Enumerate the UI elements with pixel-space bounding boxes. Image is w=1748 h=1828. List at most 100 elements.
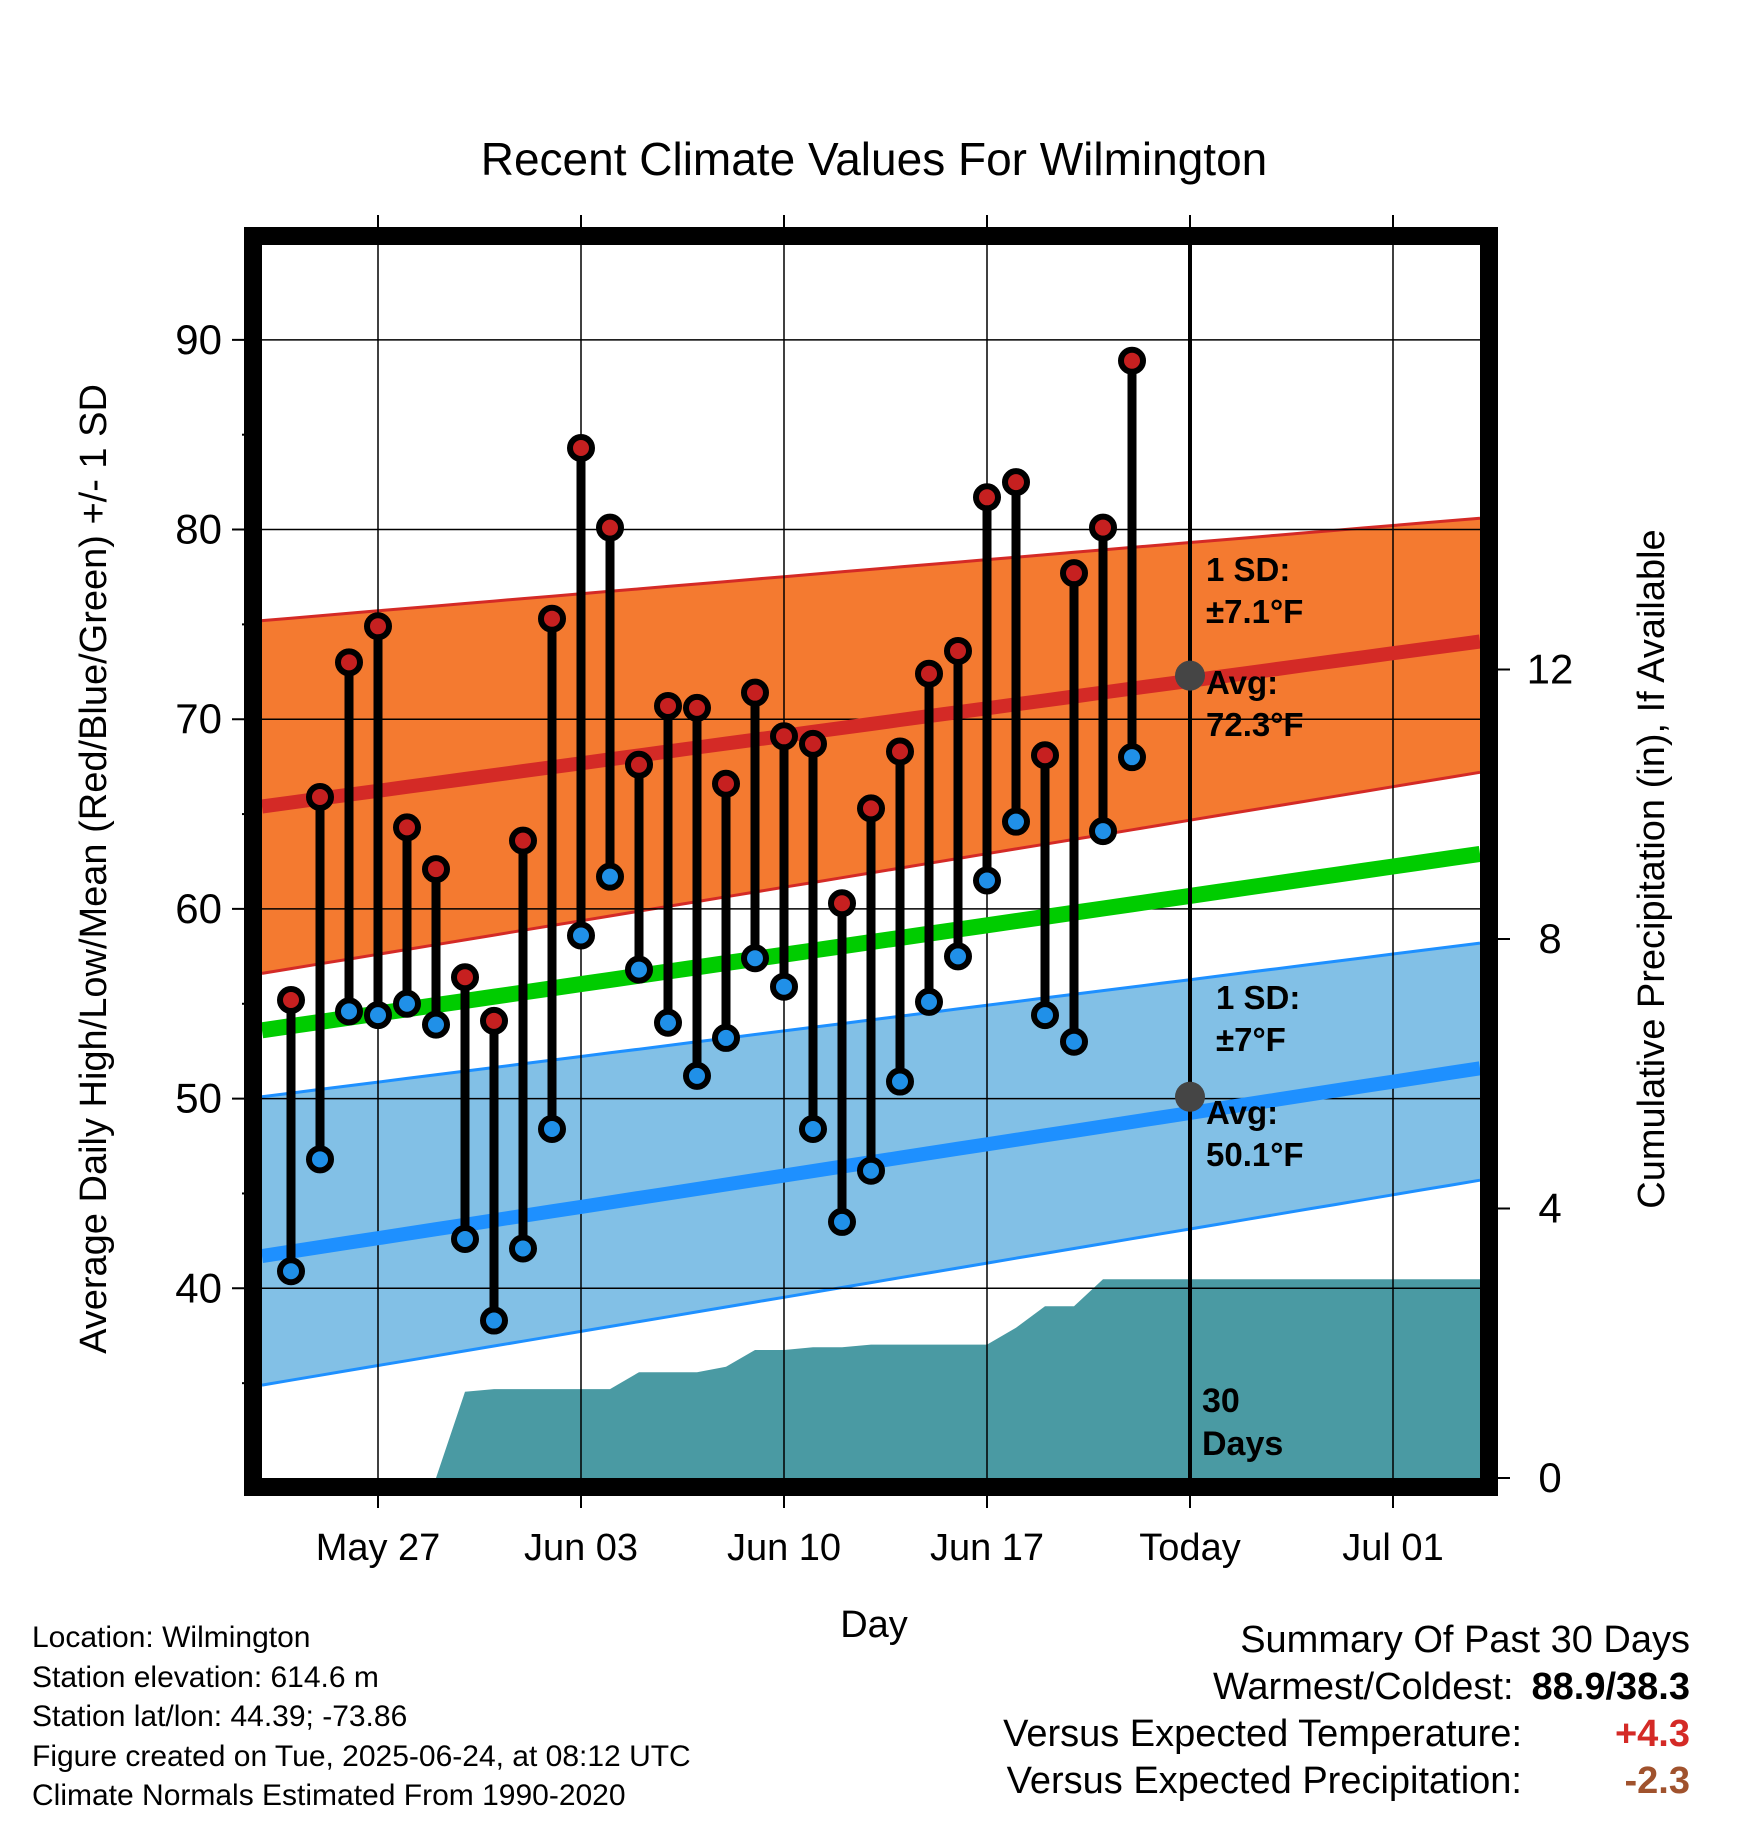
- avg-markers: [1175, 660, 1205, 1112]
- station-metadata: Location: Wilmington Station elevation: …: [32, 1618, 691, 1816]
- daily-high-point: [393, 813, 421, 842]
- high-avg-line: [261, 634, 1481, 814]
- today-low-avg-marker: [1175, 1081, 1205, 1112]
- y-axis-label: Average Daily High/Low/Mean (Red/Blue/Gr…: [73, 384, 115, 1354]
- daily-low-point: [538, 1114, 566, 1143]
- daily-values: [277, 346, 1146, 1335]
- daily-low-point: [1089, 817, 1117, 846]
- precip-departure-row: Versus Expected Precipitation: -2.3: [1003, 1758, 1690, 1805]
- today-high-avg-marker: [1175, 660, 1205, 691]
- latlon-text: Station lat/lon: 44.39; -73.86: [32, 1700, 408, 1733]
- summary-panel: Summary Of Past 30 Days Warmest/Coldest:…: [1003, 1617, 1690, 1805]
- daily-high-point: [741, 678, 769, 707]
- daily-high-point: [654, 691, 682, 720]
- daily-low-point: [306, 1145, 334, 1174]
- created-text: Figure created on Tue, 2025-06-24, at 08…: [32, 1739, 691, 1773]
- y-tick-label: 50: [175, 1075, 222, 1122]
- daily-low-point: [1002, 807, 1030, 836]
- precip-period-number: 30: [1202, 1382, 1240, 1420]
- low-sd-label: 1 SD:: [1216, 979, 1300, 1016]
- temp-departure-label: Versus Expected Temperature:: [1003, 1713, 1522, 1755]
- daily-high-point: [538, 604, 566, 633]
- daily-high-point: [625, 750, 653, 779]
- x-tick-label: Today: [1139, 1527, 1240, 1569]
- location-text: Location: Wilmington: [32, 1621, 311, 1654]
- daily-low-point: [654, 1008, 682, 1037]
- x-tick-label: May 27: [316, 1527, 441, 1569]
- daily-high-point: [596, 513, 624, 542]
- annotations: 1 SD: ±7.1°F Avg: 72.3°F 1 SD: ±7°F Avg: 50.1°F…: [1202, 551, 1304, 1463]
- high-sd-upper-edge: [261, 516, 1481, 623]
- daily-low-point: [886, 1067, 914, 1096]
- daily-low-point: [828, 1207, 856, 1236]
- temp-departure-value: +4.3: [1614, 1713, 1690, 1755]
- low-sd-lower-edge: [261, 1178, 1481, 1387]
- daily-high-point: [886, 737, 914, 766]
- daily-low-point: [277, 1257, 305, 1286]
- daily-high-point: [857, 794, 885, 823]
- daily-high-point: [277, 985, 305, 1014]
- daily-low-point: [944, 942, 972, 971]
- daily-high-point: [1002, 468, 1030, 497]
- x-axis-label: Day: [840, 1604, 908, 1646]
- low-sd-value: ±7°F: [1216, 1021, 1286, 1058]
- daily-low-point: [915, 987, 943, 1016]
- elevation-text: Station elevation: 614.6 m: [32, 1660, 379, 1694]
- daily-low-point: [1118, 743, 1146, 772]
- axes: 40 50 60 70 80 90 0 4 8 12 May 27 Jun 03 Jun 10 Jun 1…: [175, 215, 1573, 1569]
- y2-tick-label: 12: [1527, 645, 1574, 692]
- daily-low-point: [741, 944, 769, 973]
- daily-low-point: [973, 866, 1001, 895]
- chart-title: Recent Climate Values For Wilmington: [481, 133, 1268, 185]
- daily-high-point: [915, 659, 943, 688]
- y-tick-label: 80: [175, 506, 222, 553]
- y-tick-label: 90: [175, 316, 222, 363]
- precip-period-unit: Days: [1202, 1425, 1283, 1463]
- daily-high-point: [422, 855, 450, 884]
- daily-low-point: [712, 1023, 740, 1052]
- daily-high-point: [1089, 513, 1117, 542]
- daily-low-point: [857, 1156, 885, 1185]
- summary-title: Summary Of Past 30 Days: [1240, 1619, 1690, 1661]
- normals-text: Climate Normals Estimated From 1990-2020: [32, 1779, 626, 1812]
- daily-high-point: [509, 826, 537, 855]
- y2-tick-label: 0: [1538, 1454, 1561, 1501]
- x-tick-label: Jun 03: [524, 1527, 638, 1569]
- high-avg-value: 72.3°F: [1206, 706, 1304, 743]
- daily-low-point: [480, 1306, 508, 1335]
- daily-high-point: [335, 648, 363, 677]
- daily-low-point: [364, 1001, 392, 1030]
- low-avg-label: Avg:: [1206, 1094, 1278, 1131]
- high-sd-value: ±7.1°F: [1206, 593, 1303, 630]
- daily-low-point: [335, 997, 363, 1026]
- y-tick-label: 70: [175, 695, 222, 742]
- precip-departure-value: -2.3: [1624, 1760, 1690, 1802]
- precipitation-layer: [436, 1279, 1480, 1478]
- x-tick-label: Jun 10: [727, 1527, 841, 1569]
- daily-high-point: [1118, 346, 1146, 375]
- warmest-coldest-row: Warmest/Coldest: 88.9/38.3: [1003, 1664, 1690, 1711]
- daily-low-point: [567, 921, 595, 950]
- daily-high-point: [944, 636, 972, 665]
- precip-departure-label: Versus Expected Precipitation:: [1006, 1760, 1522, 1802]
- daily-high-point: [973, 483, 1001, 512]
- daily-low-point: [596, 862, 624, 891]
- temp-departure-row: Versus Expected Temperature: +4.3: [1003, 1711, 1690, 1758]
- daily-high-point: [451, 963, 479, 992]
- x-tick-label: Jul 01: [1342, 1527, 1443, 1569]
- daily-low-point: [422, 1010, 450, 1039]
- daily-low-point: [1031, 1001, 1059, 1030]
- daily-high-point: [306, 783, 334, 812]
- daily-high-point: [480, 1006, 508, 1035]
- daily-low-point: [625, 955, 653, 984]
- daily-high-point: [1060, 559, 1088, 588]
- y2-tick-label: 8: [1538, 915, 1561, 962]
- daily-low-point: [1060, 1027, 1088, 1056]
- high-sd-band: [262, 518, 1480, 974]
- y-tick-label: 60: [175, 885, 222, 932]
- daily-high-point: [567, 433, 595, 462]
- daily-low-point: [770, 972, 798, 1001]
- high-avg-label: Avg:: [1206, 664, 1278, 701]
- warmest-coldest-label: Warmest/Coldest:: [1212, 1666, 1514, 1708]
- daily-high-point: [683, 693, 711, 722]
